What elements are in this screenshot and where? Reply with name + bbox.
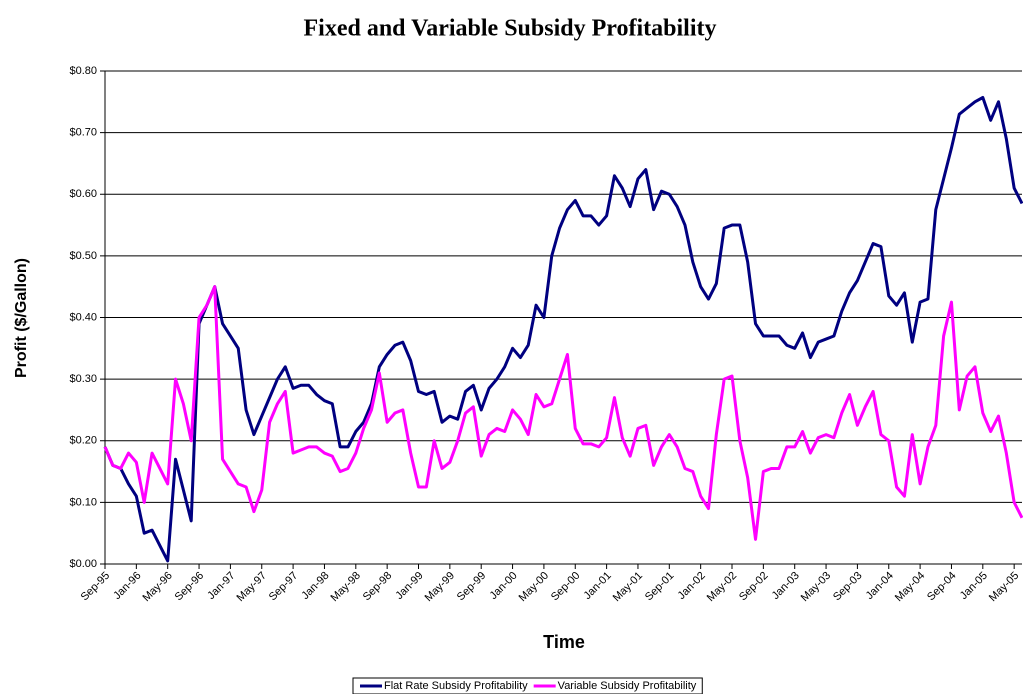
legend-box: [352, 677, 703, 694]
y-axis-label: Profit ($/Gallon): [13, 258, 30, 378]
y-tick-label: $0.30: [69, 373, 97, 385]
legend: Flat Rate Subsidy Profitability Variable …: [352, 677, 703, 694]
y-tick-label: $0.40: [69, 311, 97, 323]
y-tick-label: $0.80: [69, 65, 97, 77]
y-tick-label: $0.10: [69, 496, 97, 508]
chart-title: Fixed and Variable Subsidy Profitability: [304, 16, 717, 42]
legend-label: Flat Rate Subsidy Profitability: [384, 680, 528, 692]
y-tick-label: $0.50: [69, 250, 97, 262]
series-line: [103, 96, 1023, 563]
y-tick-label: $0.00: [69, 558, 97, 570]
x-axis-label: Time: [543, 632, 585, 652]
y-tick-label: $0.60: [69, 188, 97, 200]
legend-label: Variable Subsidy Profitability: [558, 680, 697, 692]
y-tick-label: $0.70: [69, 127, 97, 139]
series-line: [103, 285, 1023, 541]
y-tick-label: $0.20: [69, 435, 97, 447]
